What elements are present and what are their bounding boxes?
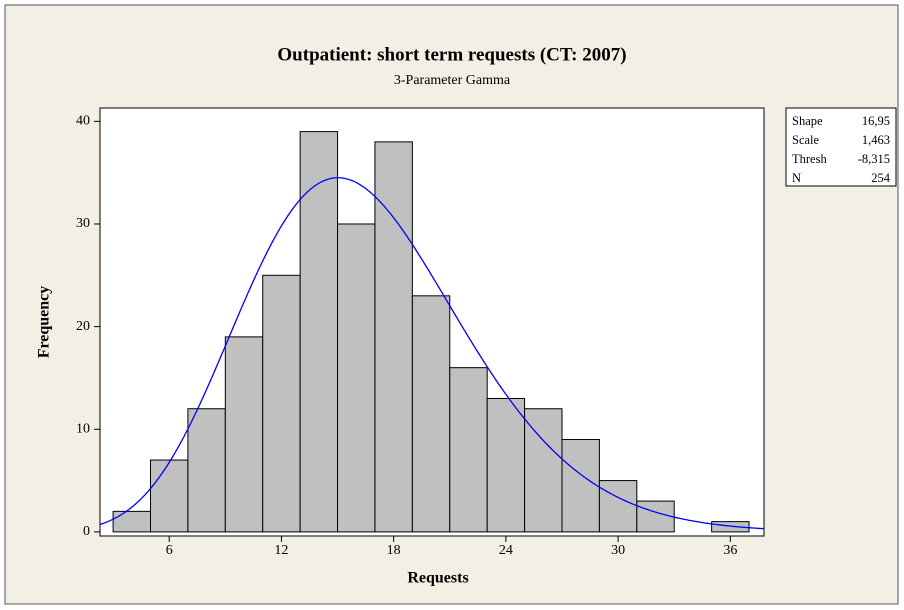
stats-value: 254 xyxy=(871,171,891,185)
bar xyxy=(598,480,638,533)
stats-value: 16,95 xyxy=(862,114,890,128)
bar xyxy=(449,367,488,533)
bar xyxy=(524,408,563,533)
fit-curve xyxy=(100,177,764,530)
stats-value: 1,463 xyxy=(862,133,890,147)
chart-title: Outpatient: short term requests (CT: 200… xyxy=(277,44,626,65)
stats-label: Thresh xyxy=(792,152,827,166)
x-tick-label: 30 xyxy=(611,543,625,558)
chart-subtitle: 3-Parameter Gamma xyxy=(394,73,511,88)
y-tick-label: 30 xyxy=(76,216,90,231)
stats-label: Scale xyxy=(792,133,820,147)
bar xyxy=(561,439,600,533)
stats-value: -8,315 xyxy=(858,152,890,166)
x-tick-label: 12 xyxy=(274,543,288,558)
bar xyxy=(187,408,226,533)
bar xyxy=(337,223,376,533)
stats-label: N xyxy=(792,171,801,185)
x-tick-label: 36 xyxy=(723,543,737,558)
bar xyxy=(374,141,413,533)
bar xyxy=(112,510,152,533)
y-tick-label: 20 xyxy=(76,319,90,334)
y-tick-label: 40 xyxy=(76,114,90,129)
y-axis-label: Frequency xyxy=(36,286,53,359)
bar xyxy=(150,459,189,533)
x-axis-label: Requests xyxy=(407,570,468,587)
bar xyxy=(299,131,339,533)
bar xyxy=(636,500,675,533)
x-tick-label: 24 xyxy=(499,543,513,558)
y-tick-label: 10 xyxy=(76,421,90,436)
bar xyxy=(262,274,301,533)
bar xyxy=(711,521,750,533)
bar xyxy=(224,336,264,533)
bar xyxy=(411,295,451,533)
y-tick-label: 0 xyxy=(83,524,90,539)
x-tick-label: 18 xyxy=(387,543,401,558)
x-tick-label: 6 xyxy=(166,543,173,558)
stats-box xyxy=(785,107,897,187)
stats-label: Shape xyxy=(792,114,823,128)
bar xyxy=(486,397,526,533)
